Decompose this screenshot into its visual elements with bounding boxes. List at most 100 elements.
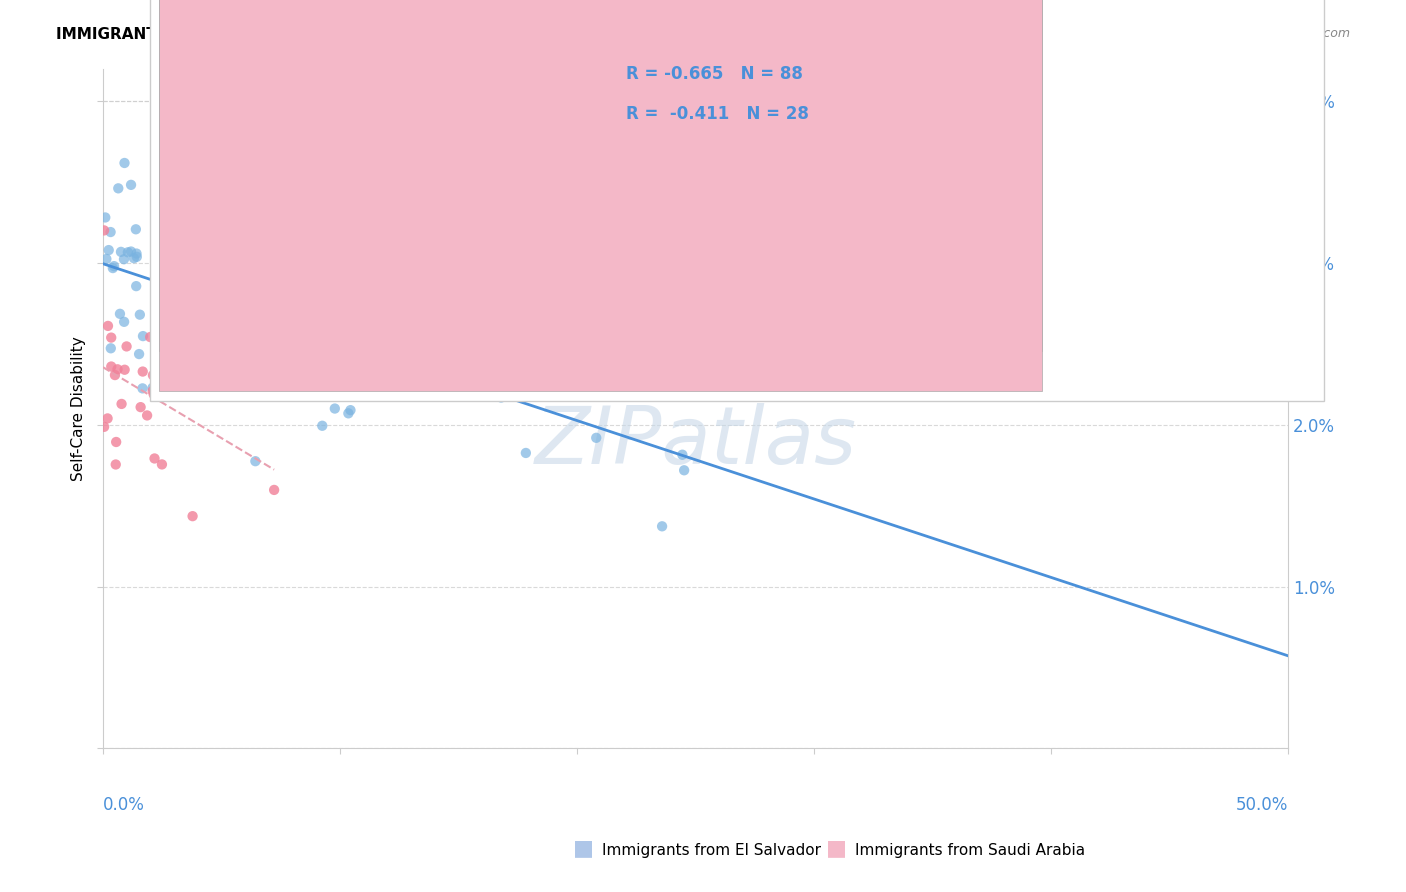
Point xyxy=(194,275,217,289)
Point xyxy=(148,359,170,373)
Text: ■: ■ xyxy=(574,838,593,858)
Point xyxy=(114,363,136,377)
Point xyxy=(129,400,152,414)
Point xyxy=(149,302,172,317)
Point xyxy=(139,330,162,344)
Point xyxy=(107,181,129,195)
Point xyxy=(347,285,370,299)
Point xyxy=(170,285,193,300)
Point xyxy=(489,391,512,405)
Point xyxy=(142,387,165,401)
Point xyxy=(157,153,180,167)
Point xyxy=(107,362,129,376)
Point xyxy=(224,310,246,324)
Point xyxy=(100,359,122,374)
Text: 0.0%: 0.0% xyxy=(103,796,145,814)
Text: IMMIGRANTS FROM EL SALVADOR VS IMMIGRANTS FROM SAUDI ARABIA SELF-CARE DISABILITY: IMMIGRANTS FROM EL SALVADOR VS IMMIGRANT… xyxy=(56,27,1057,42)
Point xyxy=(426,277,449,291)
Point xyxy=(120,244,142,259)
Point xyxy=(366,369,388,384)
Point xyxy=(557,343,579,358)
Point xyxy=(156,358,179,372)
Point xyxy=(243,260,266,275)
Point xyxy=(112,252,135,267)
Point xyxy=(299,362,322,376)
Point xyxy=(97,318,120,333)
Point xyxy=(249,255,271,269)
Point xyxy=(136,409,159,423)
Point xyxy=(132,329,155,343)
Point xyxy=(311,372,333,386)
Text: R = -0.665   N = 88: R = -0.665 N = 88 xyxy=(626,65,803,83)
Point xyxy=(169,313,191,327)
Point xyxy=(465,335,488,350)
Point xyxy=(240,326,263,341)
Point xyxy=(373,260,395,274)
Point xyxy=(131,381,153,395)
Point xyxy=(269,389,291,403)
Point xyxy=(93,420,115,434)
Point xyxy=(152,192,174,206)
Point xyxy=(311,418,333,433)
Point xyxy=(673,463,696,477)
Point xyxy=(202,348,225,362)
Point xyxy=(323,401,346,416)
Point xyxy=(100,341,122,355)
Point xyxy=(100,225,122,239)
Point xyxy=(515,446,537,460)
Text: ■: ■ xyxy=(827,838,846,858)
Point xyxy=(120,178,142,192)
Point xyxy=(110,397,132,411)
Point xyxy=(311,307,333,321)
Point xyxy=(142,368,165,383)
Point xyxy=(181,509,204,524)
Point xyxy=(339,403,361,417)
Point xyxy=(214,156,236,170)
Point xyxy=(245,454,267,468)
Point xyxy=(263,483,285,497)
Point xyxy=(115,339,138,353)
Point xyxy=(114,156,136,170)
Point xyxy=(103,259,125,273)
Point xyxy=(117,245,139,260)
Point xyxy=(125,250,148,264)
Point xyxy=(152,295,174,310)
Text: Immigrants from Saudi Arabia: Immigrants from Saudi Arabia xyxy=(855,843,1085,858)
Point xyxy=(125,222,148,236)
Point xyxy=(319,303,342,318)
Point xyxy=(188,264,211,278)
Point xyxy=(671,448,693,462)
Point xyxy=(193,284,215,298)
Point xyxy=(186,332,208,346)
Point xyxy=(104,458,127,472)
Text: ZIPatlas: ZIPatlas xyxy=(534,403,856,482)
Point xyxy=(651,519,673,533)
Y-axis label: Self-Care Disability: Self-Care Disability xyxy=(72,336,86,481)
Point xyxy=(128,347,150,361)
Point xyxy=(143,451,166,466)
Point xyxy=(149,304,172,318)
Point xyxy=(243,342,266,356)
Point xyxy=(105,435,128,450)
Point xyxy=(172,369,194,384)
Point xyxy=(292,309,315,323)
Point xyxy=(186,257,208,271)
Point xyxy=(328,327,350,342)
Point xyxy=(180,270,202,285)
Point xyxy=(197,380,219,394)
Point xyxy=(142,384,165,398)
Point xyxy=(93,223,115,237)
Point xyxy=(585,431,607,445)
Point xyxy=(295,276,318,290)
Point xyxy=(96,252,118,266)
Point xyxy=(150,458,173,472)
Point xyxy=(388,348,411,362)
Point xyxy=(215,326,238,340)
Point xyxy=(337,406,360,420)
Point xyxy=(97,243,120,257)
Point xyxy=(132,365,155,379)
Point xyxy=(247,290,270,304)
Point xyxy=(273,301,295,316)
Point xyxy=(148,293,170,307)
Point xyxy=(205,283,228,297)
